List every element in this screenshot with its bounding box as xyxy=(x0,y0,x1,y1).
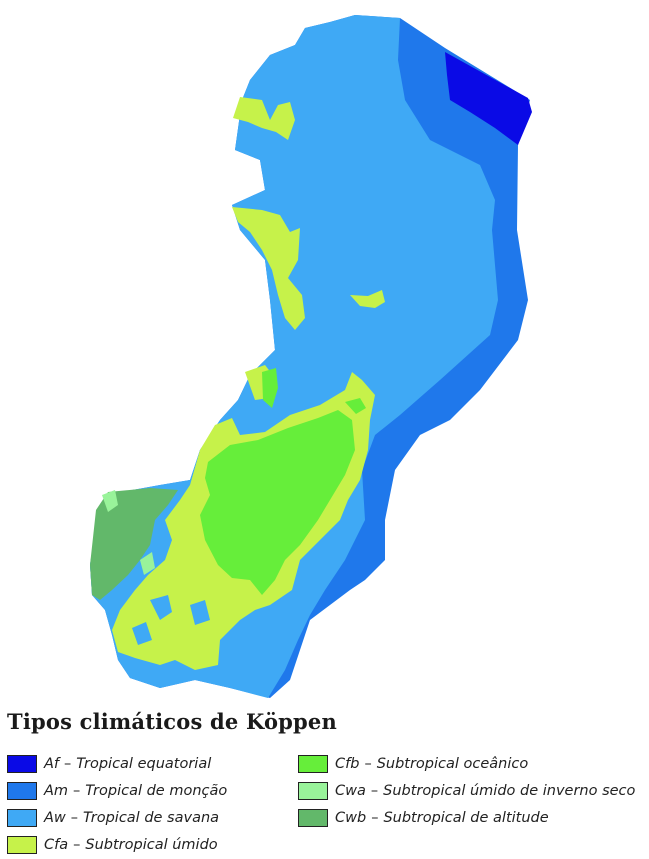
legend-code: Cwa xyxy=(335,783,366,799)
legend-swatch xyxy=(7,809,37,827)
legend-separator: – xyxy=(70,810,79,826)
legend-item-af: Af – Tropical equatorial xyxy=(7,754,211,774)
climate-map xyxy=(90,15,532,698)
legend-swatch xyxy=(7,782,37,800)
region-af xyxy=(445,52,532,145)
legend-separator: – xyxy=(370,783,379,799)
legend-title: Tipos climáticos de Köppen xyxy=(7,709,337,734)
legend-code: Am xyxy=(44,783,69,799)
legend-item-cfa: Cfa – Subtropical úmido xyxy=(7,835,218,855)
legend-description: Subtropical oceânico xyxy=(376,756,529,772)
legend-code: Af xyxy=(44,756,60,772)
region-cwb xyxy=(90,488,178,600)
region-cwa xyxy=(102,490,155,575)
region-cfb xyxy=(200,368,366,595)
legend-description: Subtropical úmido de inverno seco xyxy=(383,783,636,799)
legend-separator: – xyxy=(371,810,379,826)
legend-swatch xyxy=(298,755,328,773)
legend-item-cwb: Cwb – Subtropical de altitude xyxy=(298,808,549,828)
legend-description: Tropical equatorial xyxy=(76,756,212,772)
legend-description: Tropical de monção xyxy=(85,783,228,799)
legend-item-am: Am – Tropical de monção xyxy=(7,781,227,801)
legend-separator: – xyxy=(73,783,81,799)
legend-swatch xyxy=(7,755,37,773)
legend-code: Cfb xyxy=(335,756,360,772)
legend-item-cwa: Cwa – Subtropical úmido de inverno seco xyxy=(298,781,635,801)
legend-code: Cwb xyxy=(335,810,367,826)
region-aw-enclaves xyxy=(132,595,210,645)
legend-separator: – xyxy=(73,837,81,853)
legend-swatch xyxy=(298,809,328,827)
legend-description: Subtropical de altitude xyxy=(383,810,549,826)
legend-item-aw: Aw – Tropical de savana xyxy=(7,808,219,828)
legend-item-cfb: Cfb – Subtropical oceânico xyxy=(298,754,528,774)
legend-description: Tropical de savana xyxy=(83,810,220,826)
legend-swatch xyxy=(7,836,37,854)
legend-separator: – xyxy=(64,756,72,772)
legend-swatch xyxy=(298,782,328,800)
legend-code: Aw xyxy=(44,810,66,826)
legend-description: Subtropical úmido xyxy=(85,837,218,853)
legend-code: Cfa xyxy=(44,837,69,853)
legend-separator: – xyxy=(364,756,372,772)
